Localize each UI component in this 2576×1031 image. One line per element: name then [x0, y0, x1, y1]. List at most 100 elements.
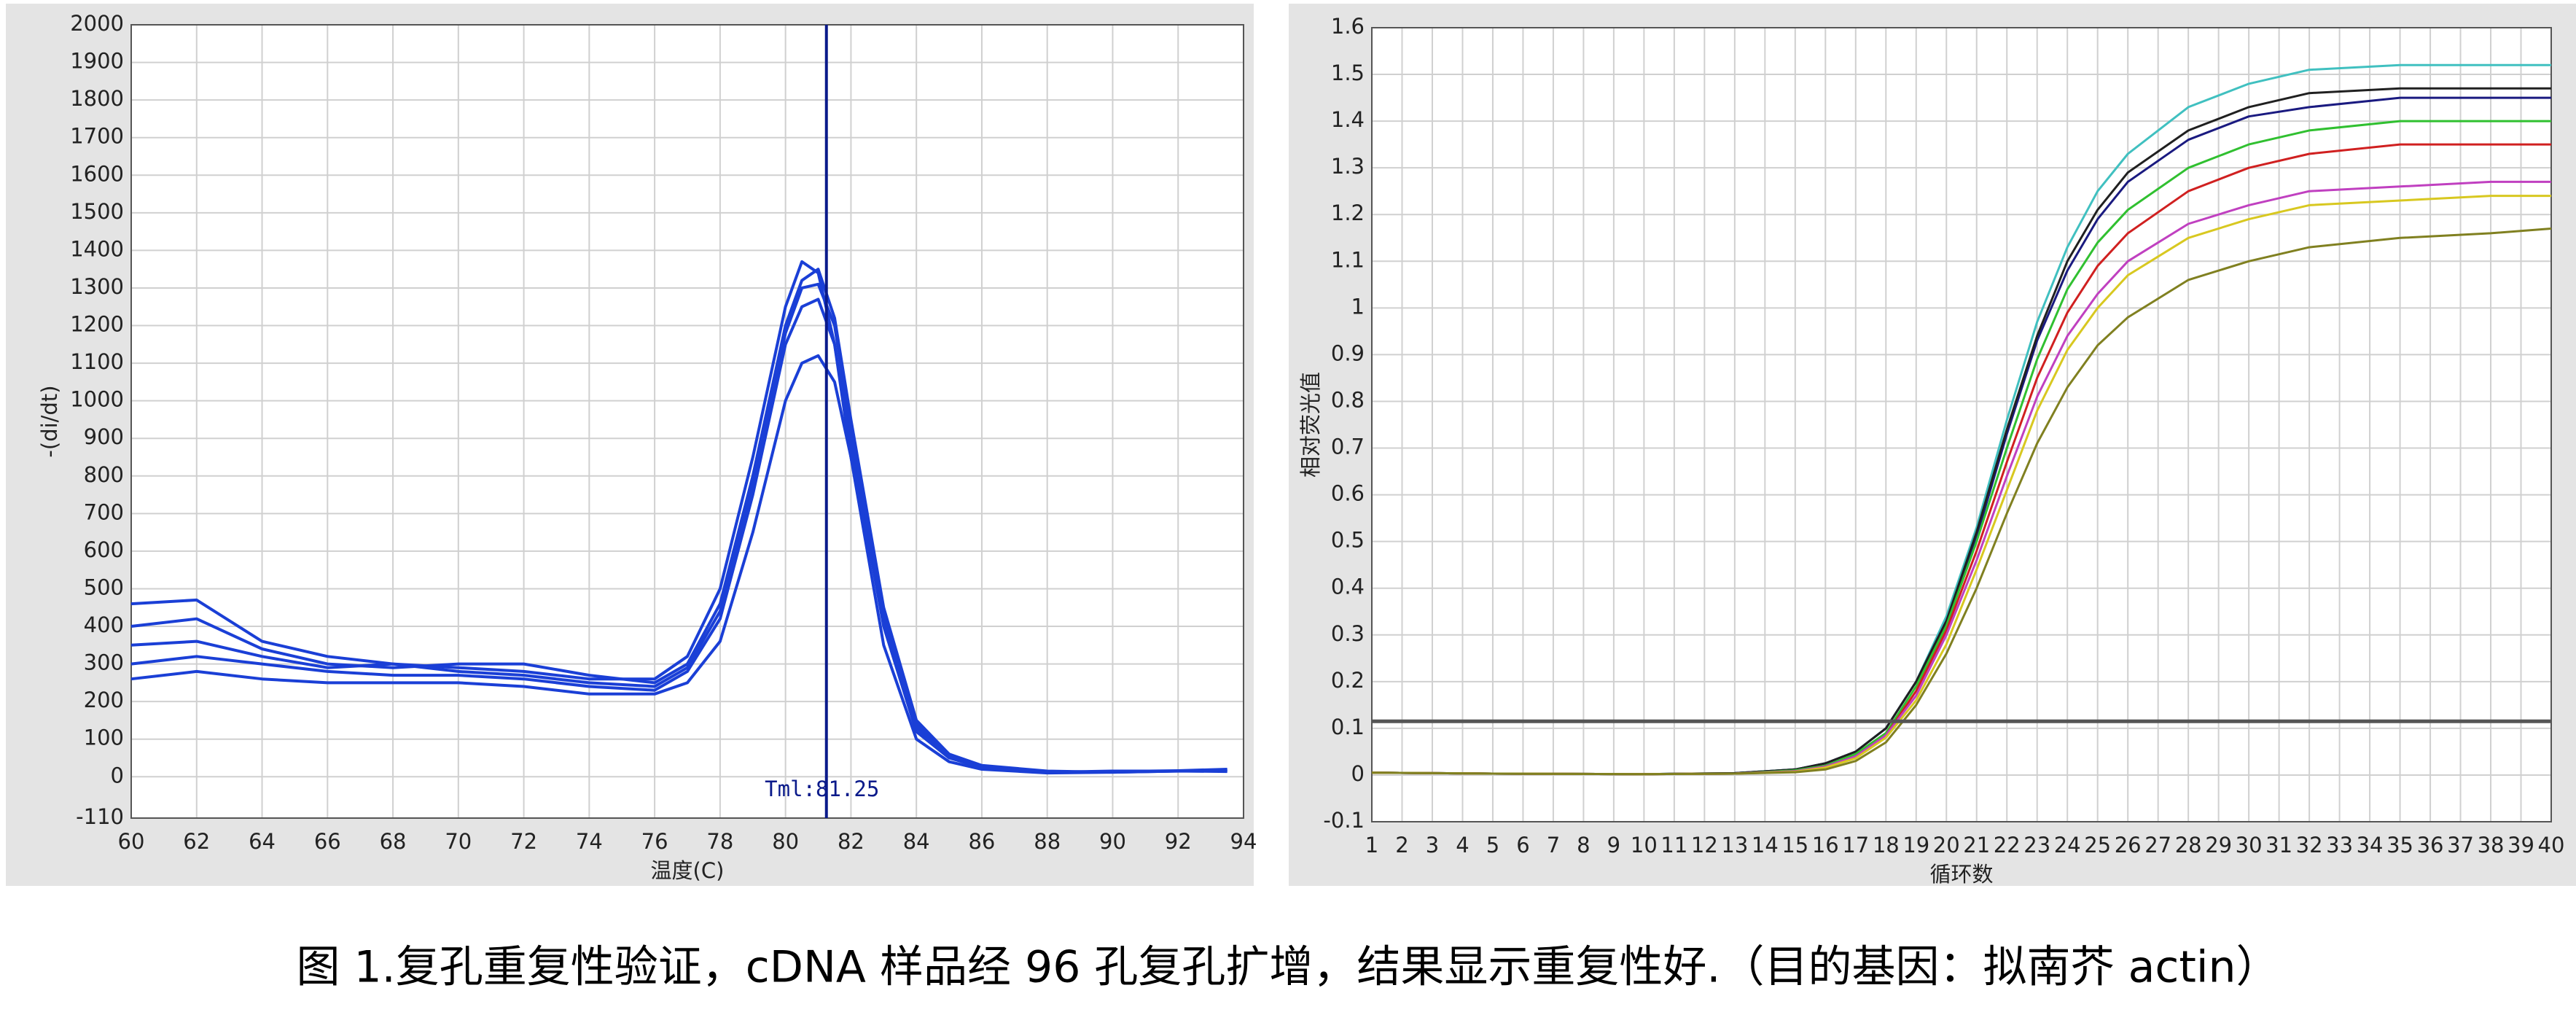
x-axis-label: 循环数 — [1929, 862, 1993, 887]
y-tick-label: 0.6 — [1331, 481, 1365, 506]
x-tick-label: 20 — [1933, 833, 1960, 857]
x-tick-label: 90 — [1099, 829, 1126, 854]
x-tick-label: 94 — [1230, 829, 1257, 854]
x-tick-label: 15 — [1781, 833, 1808, 857]
x-tick-label: 17 — [1842, 833, 1869, 857]
x-tick-label: 16 — [1812, 833, 1839, 857]
x-tick-label: 4 — [1456, 833, 1469, 857]
y-tick-label: 700 — [84, 499, 124, 524]
y-tick-label: 1700 — [70, 124, 124, 149]
x-tick-label: 2 — [1395, 833, 1408, 857]
plot-frame — [130, 24, 1244, 819]
x-tick-label: 82 — [838, 829, 864, 854]
y-tick-label: 1.6 — [1331, 14, 1365, 39]
x-tick-label: 35 — [2386, 833, 2413, 857]
x-tick-label: 62 — [183, 829, 210, 854]
x-tick-label: 80 — [772, 829, 799, 854]
y-tick-label: -110 — [76, 804, 124, 829]
plot-area — [1372, 28, 2551, 822]
x-tick-label: 92 — [1165, 829, 1192, 854]
y-tick-label: 600 — [84, 537, 124, 562]
x-tick-label: 26 — [2115, 833, 2142, 857]
y-tick-label: 0 — [1351, 761, 1365, 786]
y-tick-label: 1400 — [70, 236, 124, 261]
x-tick-label: 29 — [2205, 833, 2232, 857]
x-tick-label: 68 — [380, 829, 407, 854]
x-tick-label: 25 — [2084, 833, 2111, 857]
y-tick-label: 100 — [84, 725, 124, 750]
y-tick-label: 1.1 — [1331, 247, 1365, 272]
x-tick-label: 23 — [2023, 833, 2050, 857]
x-tick-label: 39 — [2507, 833, 2534, 857]
y-tick-label: 0.9 — [1331, 341, 1365, 365]
y-tick-label: 1.2 — [1331, 201, 1365, 225]
x-tick-label: 86 — [968, 829, 995, 854]
tm-label: Tml:81.25 — [765, 777, 879, 801]
x-tick-label: 8 — [1577, 833, 1590, 857]
x-tick-label: 88 — [1034, 829, 1061, 854]
caption: 图 1.复孔重复性验证，cDNA 样品经 96 孔复孔扩增，结果显示重复性好.（… — [296, 942, 2279, 993]
x-tick-label: 5 — [1486, 833, 1499, 857]
x-tick-label: 19 — [1902, 833, 1929, 857]
x-tick-label: 3 — [1426, 833, 1439, 857]
x-tick-label: 34 — [2357, 833, 2384, 857]
x-tick-label: 6 — [1516, 833, 1529, 857]
x-tick-label: 76 — [641, 829, 668, 854]
y-tick-label: 2000 — [70, 11, 124, 36]
x-tick-label: 32 — [2296, 833, 2323, 857]
plot-frame — [1371, 27, 2552, 822]
y-tick-label: 0.4 — [1331, 575, 1365, 599]
x-tick-label: 7 — [1547, 833, 1560, 857]
curve — [1371, 227, 2552, 776]
y-tick-label: 500 — [84, 575, 124, 599]
x-tick-label: 14 — [1752, 833, 1779, 857]
y-tick-label: 0 — [111, 763, 124, 787]
x-tick-label: 33 — [2326, 833, 2353, 857]
x-tick-label: 70 — [445, 829, 472, 854]
x-tick-label: 38 — [2478, 833, 2505, 857]
y-tick-label: 1800 — [70, 86, 124, 111]
y-tick-label: 300 — [84, 650, 124, 675]
y-tick-label: 1200 — [70, 312, 124, 337]
x-tick-label: 36 — [2417, 833, 2444, 857]
curve — [130, 282, 1227, 774]
x-tick-label: 30 — [2236, 833, 2263, 857]
y-tick-label: 800 — [84, 462, 124, 487]
y-tick-label: 0.1 — [1331, 715, 1365, 739]
y-tick-label: 1600 — [70, 161, 124, 186]
x-tick-label: 27 — [2144, 833, 2171, 857]
y-tick-label: 1500 — [70, 199, 124, 224]
x-tick-label: 60 — [118, 829, 145, 854]
x-tick-label: 72 — [510, 829, 537, 854]
y-tick-label: 1.3 — [1331, 154, 1365, 179]
x-tick-label: 24 — [2054, 833, 2081, 857]
x-tick-label: 21 — [1963, 833, 1990, 857]
y-tick-label: 1100 — [70, 349, 124, 374]
y-tick-label: 900 — [84, 424, 124, 449]
x-tick-label: 78 — [706, 829, 733, 854]
x-tick-label: 28 — [2175, 833, 2202, 857]
x-tick-label: 12 — [1691, 833, 1718, 857]
plot-area — [131, 25, 1244, 818]
y-tick-label: 1 — [1351, 294, 1365, 319]
y-tick-label: 1900 — [70, 49, 124, 74]
y-axis-label: -(di/dt) — [37, 385, 62, 457]
x-tick-label: 13 — [1721, 833, 1748, 857]
x-tick-label: 10 — [1631, 833, 1658, 857]
x-tick-label: 31 — [2265, 833, 2292, 857]
x-tick-label: 64 — [249, 829, 276, 854]
x-tick-label: 40 — [2538, 833, 2565, 857]
x-tick-label: 74 — [576, 829, 603, 854]
y-tick-label: 400 — [84, 612, 124, 637]
x-tick-label: 84 — [903, 829, 930, 854]
x-tick-label: 11 — [1660, 833, 1687, 857]
x-axis-label: 温度(C) — [651, 858, 725, 883]
y-tick-label: 0.5 — [1331, 528, 1365, 553]
y-tick-label: 0.7 — [1331, 435, 1365, 459]
y-tick-label: 0.2 — [1331, 668, 1365, 693]
y-tick-label: 200 — [84, 688, 124, 712]
x-tick-label: 9 — [1607, 833, 1620, 857]
x-tick-label: 66 — [314, 829, 341, 854]
y-tick-label: 1300 — [70, 274, 124, 299]
x-tick-label: 37 — [2447, 833, 2474, 857]
